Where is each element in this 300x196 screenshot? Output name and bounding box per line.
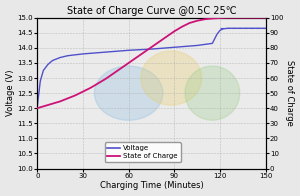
Legend: Voltage, State of Charge: Voltage, State of Charge bbox=[105, 142, 181, 162]
Y-axis label: State of Charge: State of Charge bbox=[285, 60, 294, 126]
Title: State of Charge Curve @0.5C 25℃: State of Charge Curve @0.5C 25℃ bbox=[67, 5, 236, 15]
Y-axis label: Voltage (V): Voltage (V) bbox=[6, 70, 15, 116]
Ellipse shape bbox=[94, 66, 163, 120]
Ellipse shape bbox=[185, 66, 240, 120]
X-axis label: Charging Time (Minutes): Charging Time (Minutes) bbox=[100, 181, 203, 191]
Ellipse shape bbox=[141, 51, 202, 105]
